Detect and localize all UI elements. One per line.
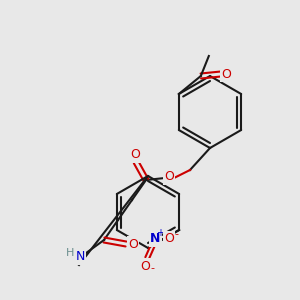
Text: H: H: [66, 248, 74, 258]
Text: O: O: [221, 68, 231, 80]
Text: N: N: [150, 232, 160, 245]
Text: O: O: [140, 260, 150, 272]
Text: -: -: [150, 263, 154, 273]
Text: +: +: [156, 228, 164, 238]
Text: O: O: [128, 238, 138, 250]
Text: O: O: [130, 148, 140, 161]
Text: -: -: [174, 229, 178, 239]
Text: N: N: [75, 250, 85, 263]
Text: O: O: [164, 170, 174, 184]
Text: O: O: [164, 232, 174, 245]
